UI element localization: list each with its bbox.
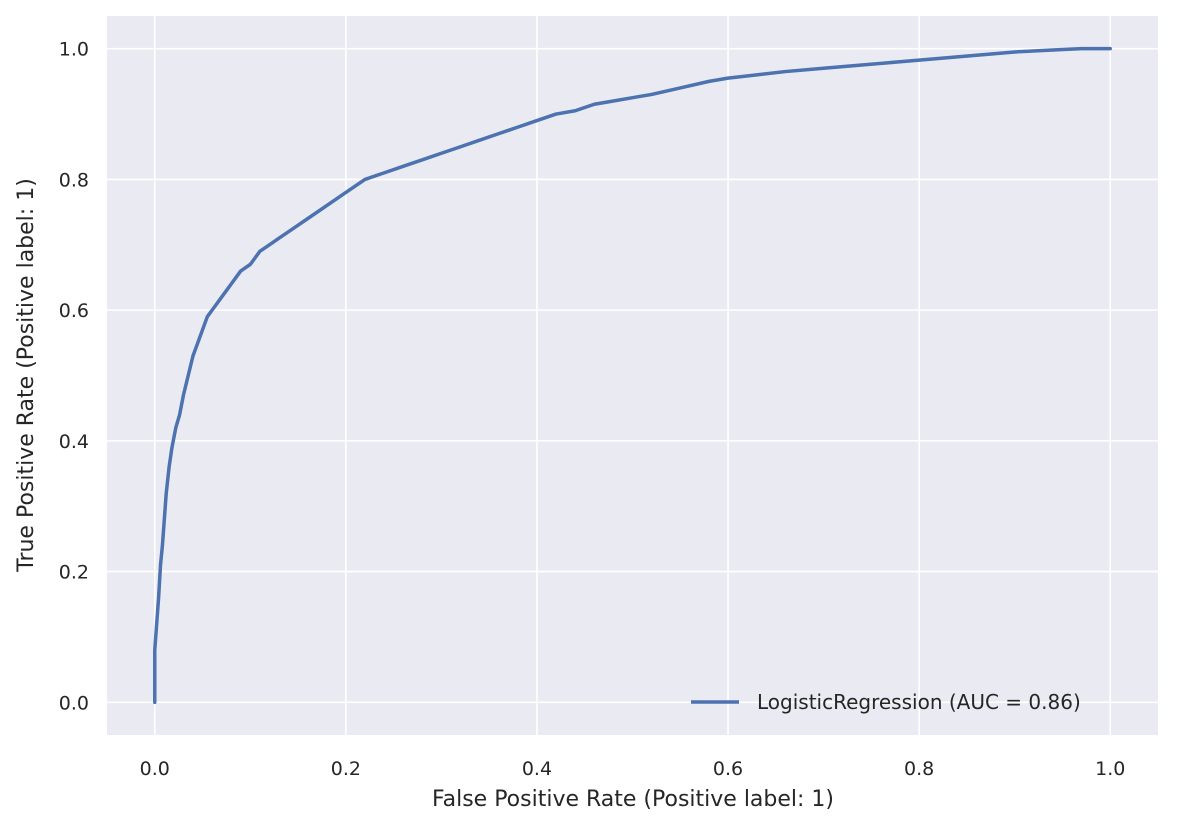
y-tick-label: 0.4 xyxy=(59,431,89,453)
x-tick-label: 0.0 xyxy=(140,758,170,780)
x-tick-labels: 0.0 0.2 0.4 0.6 0.8 1.0 xyxy=(140,758,1126,780)
x-axis-label: False Positive Rate (Positive label: 1) xyxy=(432,787,834,812)
y-tick-label: 1.0 xyxy=(59,39,89,61)
series-layer xyxy=(153,46,1112,705)
x-tick-label: 1.0 xyxy=(1095,758,1125,780)
grid-x xyxy=(153,16,1112,735)
y-tick-label: 0.6 xyxy=(59,300,89,322)
y-axis-label: True Positive Rate (Positive label: 1) xyxy=(14,178,39,573)
x-tick-label: 0.8 xyxy=(904,758,934,780)
y-tick-label: 0.8 xyxy=(59,169,89,191)
y-tick-labels: 0.0 0.2 0.4 0.6 0.8 1.0 xyxy=(59,39,89,715)
x-tick-label: 0.2 xyxy=(331,758,361,780)
roc-curve-line xyxy=(153,46,1112,705)
grid-y xyxy=(107,47,1158,704)
y-tick-label: 0.2 xyxy=(59,562,89,584)
legend-label: LogisticRegression (AUC = 0.86) xyxy=(757,690,1081,714)
x-tick-label: 0.4 xyxy=(522,758,552,780)
y-tick-label: 0.0 xyxy=(59,692,89,714)
legend: LogisticRegression (AUC = 0.86) xyxy=(691,690,1081,714)
x-tick-label: 0.6 xyxy=(713,758,743,780)
plot-background xyxy=(107,16,1158,735)
